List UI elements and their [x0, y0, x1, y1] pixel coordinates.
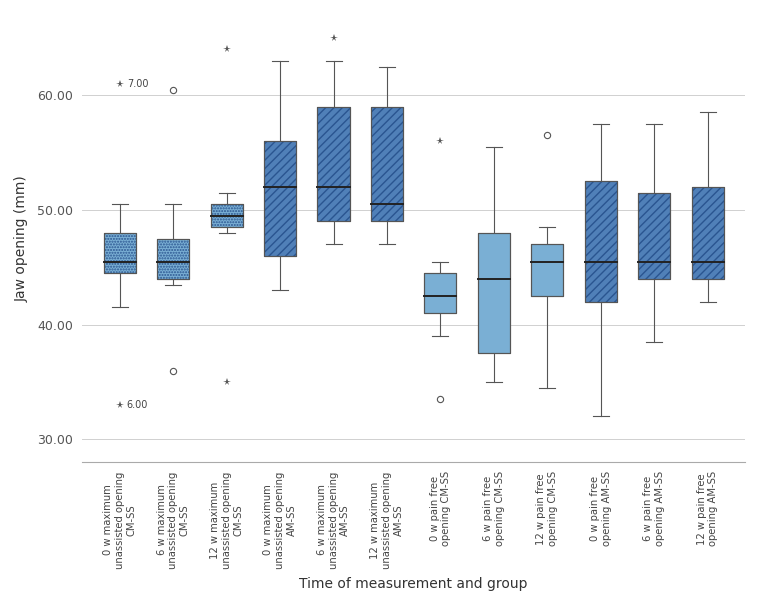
Text: 6.00: 6.00 — [127, 400, 148, 410]
Text: 7.00: 7.00 — [127, 79, 148, 89]
Bar — [157, 239, 189, 279]
Bar — [478, 233, 510, 353]
Bar — [157, 239, 189, 279]
Bar — [424, 273, 457, 313]
Bar — [531, 244, 563, 296]
Bar — [264, 141, 296, 256]
Bar — [264, 141, 296, 256]
Bar — [371, 107, 403, 221]
Bar — [103, 233, 136, 273]
Bar — [692, 187, 724, 279]
Bar — [531, 244, 563, 296]
Bar — [478, 233, 510, 353]
Bar — [318, 107, 350, 221]
Bar — [584, 181, 617, 302]
Bar — [103, 233, 136, 273]
Bar — [211, 204, 242, 227]
Bar — [371, 107, 403, 221]
Bar — [211, 204, 242, 227]
Bar — [584, 181, 617, 302]
Bar — [638, 193, 670, 279]
Y-axis label: Jaw opening (mm): Jaw opening (mm) — [15, 175, 29, 302]
Bar — [157, 239, 189, 279]
Bar — [638, 193, 670, 279]
Bar — [103, 233, 136, 273]
Bar — [318, 107, 350, 221]
Bar — [371, 107, 403, 221]
Bar — [638, 193, 670, 279]
Bar — [584, 181, 617, 302]
Bar — [264, 141, 296, 256]
Bar — [692, 187, 724, 279]
Bar — [211, 204, 242, 227]
Bar — [692, 187, 724, 279]
Bar — [318, 107, 350, 221]
X-axis label: Time of measurement and group: Time of measurement and group — [299, 577, 528, 591]
Bar — [424, 273, 457, 313]
